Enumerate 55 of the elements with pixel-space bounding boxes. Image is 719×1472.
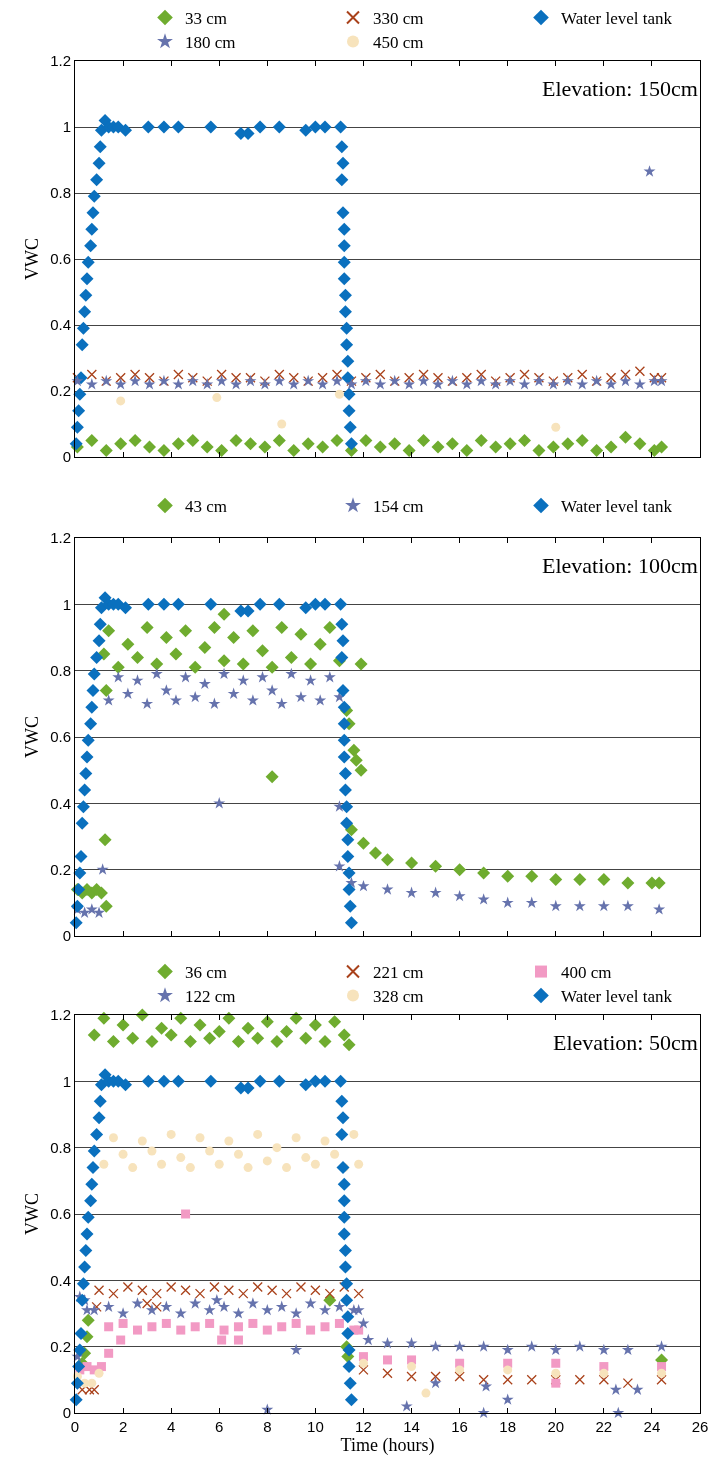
legend-label: 122 cm bbox=[185, 987, 236, 1007]
y-tick-label: 0.2 bbox=[50, 1337, 71, 1355]
x-tick-label: 14 bbox=[403, 1418, 420, 1435]
legend-label: Water level tank bbox=[561, 987, 673, 1007]
annotation: Elevation: 50cm bbox=[553, 1030, 698, 1055]
y-axis-title: VWC bbox=[22, 238, 43, 280]
x-tick-label: 24 bbox=[643, 1418, 661, 1435]
annotation: Elevation: 100cm bbox=[542, 553, 698, 578]
y-tick-label: 0.4 bbox=[50, 794, 71, 812]
legend-label: Water level tank bbox=[561, 9, 673, 29]
legend-label: 328 cm bbox=[373, 987, 424, 1007]
y-tick-label: 0 bbox=[62, 448, 71, 466]
x-axis-title: Time (hours) bbox=[340, 1435, 435, 1457]
x-tick-label: 16 bbox=[451, 1418, 468, 1435]
y-tick-label: 0 bbox=[62, 927, 71, 945]
legend-label: 400 cm bbox=[561, 963, 612, 983]
y-tick-label: 0.6 bbox=[50, 1205, 71, 1223]
y-tick-label: 0.8 bbox=[50, 1138, 71, 1156]
x-tick-label: 6 bbox=[215, 1418, 224, 1435]
legend-label: 43 cm bbox=[185, 497, 228, 517]
y-tick-label: 1.2 bbox=[50, 52, 71, 70]
x-tick-label: 22 bbox=[595, 1418, 613, 1435]
y-tick-label: 1 bbox=[62, 595, 71, 613]
y-tick-label: 1.2 bbox=[50, 529, 71, 547]
legend-label: 36 cm bbox=[185, 963, 228, 983]
legend-label: 330 cm bbox=[373, 9, 424, 29]
x-tick-label: 20 bbox=[547, 1418, 565, 1435]
annotation: Elevation: 150cm bbox=[542, 76, 698, 101]
y-tick-label: 0.8 bbox=[50, 661, 71, 679]
y-tick-label: 0.8 bbox=[50, 184, 71, 202]
x-tick-label: 2 bbox=[118, 1418, 128, 1435]
y-tick-label: 0.4 bbox=[50, 1271, 71, 1289]
y-axis-title: VWC bbox=[22, 1193, 43, 1235]
y-tick-label: 0.6 bbox=[50, 250, 71, 268]
y-tick-label: 0 bbox=[62, 1404, 71, 1422]
y-tick-label: 1.2 bbox=[50, 1006, 71, 1024]
legend-label: Water level tank bbox=[561, 497, 673, 517]
legend-label: 180 cm bbox=[185, 33, 236, 53]
y-tick-label: 0.4 bbox=[50, 316, 71, 334]
legend-label: 154 cm bbox=[373, 497, 424, 517]
legend-label: 450 cm bbox=[373, 33, 424, 53]
y-tick-label: 0.2 bbox=[50, 860, 71, 878]
y-tick-label: 1 bbox=[62, 118, 71, 136]
y-tick-label: 0.2 bbox=[50, 382, 71, 400]
y-tick-label: 1 bbox=[62, 1072, 71, 1090]
x-tick-label: 18 bbox=[499, 1418, 517, 1435]
y-tick-label: 0.6 bbox=[50, 728, 71, 746]
x-tick-label: 12 bbox=[355, 1418, 372, 1435]
y-axis-title: VWC bbox=[22, 716, 43, 758]
x-tick-label: 8 bbox=[263, 1418, 272, 1435]
x-tick-label: 4 bbox=[166, 1418, 176, 1435]
x-tick-label: 10 bbox=[307, 1418, 324, 1435]
legend-label: 221 cm bbox=[373, 963, 424, 983]
x-tick-label: 26 bbox=[691, 1418, 709, 1435]
legend-label: 33 cm bbox=[185, 9, 228, 29]
